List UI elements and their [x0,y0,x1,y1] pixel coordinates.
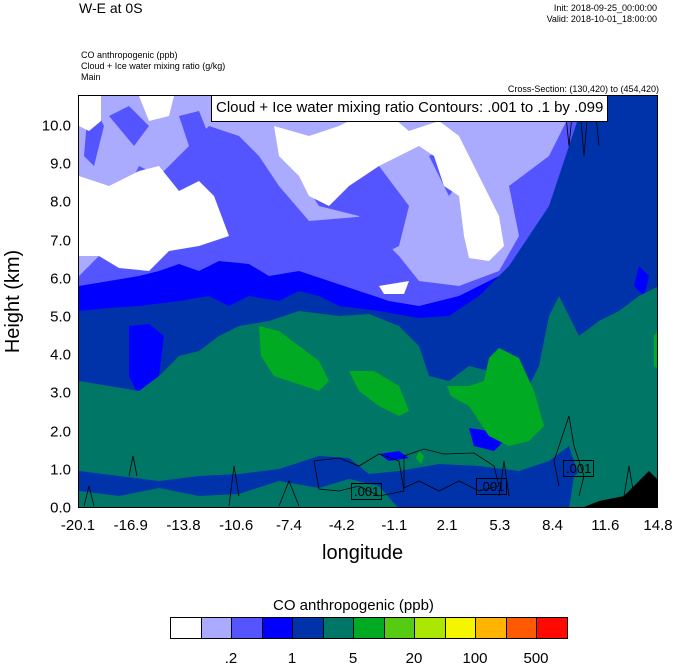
x-tick-label: 2.1 [436,517,458,534]
x-axis-label: longitude [322,542,404,564]
x-tick-label: 8.4 [542,517,563,534]
colorbar-title: CO anthropogenic (ppb) [273,597,434,614]
x-tick-label: -7.4 [275,517,302,534]
colorbar-label: 5 [348,650,358,667]
y-axis-label: Height (km) [2,249,25,354]
y-tick-label: 6.0 [50,270,71,288]
contour-label: .001 [476,478,508,495]
x-tick-label: -16.9 [113,517,148,534]
variable-cloud: Cloud + Ice water mixing ratio (g/kg) [81,61,226,71]
x-tick-label: -4.2 [328,517,355,534]
colorbar-swatch [323,618,354,638]
x-tick-label: -1.1 [381,517,408,534]
cross-section-plot [78,95,658,508]
y-tick-label: 0.0 [50,499,71,517]
variable-co: CO anthropogenic (ppb) [81,50,178,60]
variable-domain: Main [81,72,101,82]
band-co-10-20-blob1 [259,326,329,391]
colorbar-swatch [354,618,385,638]
init-time: Init: 2018-09-25_00:00:00 [553,3,657,13]
y-tick-label: 5.0 [50,308,71,326]
colorbar [170,617,568,639]
colorbar-label: 500 [523,650,549,667]
x-tick-label: 14.8 [643,517,673,534]
colorbar-label: 20 [405,650,423,667]
band-co-lt-0.2-center [79,96,504,294]
x-tick-label: -10.6 [219,517,254,534]
band-co-2-5-bottom [79,446,579,507]
band-co-10-20-blob3 [447,348,544,446]
colorbar-swatch [506,618,537,638]
y-tick-label: 10.0 [41,117,71,135]
contour-info-box: Cloud + Ice water mixing ratio Contours:… [211,95,609,122]
y-tick-label: 8.0 [50,193,71,211]
colorbar-swatch [537,618,567,638]
colorbar-label: .2 [224,650,238,667]
colorbar-swatch [232,618,263,638]
contour-label: .001 [351,483,383,500]
y-tick-label: 2.0 [50,423,71,441]
contour-field [79,96,657,507]
colorbar-swatch [201,618,232,638]
colorbar-label: 100 [462,650,488,667]
y-tick-label: 1.0 [50,461,71,479]
colorbar-swatch [262,618,293,638]
y-tick-label: 9.0 [50,155,71,173]
y-tick-label: 4.0 [50,346,71,364]
band-co-10-20-blob2 [349,371,409,416]
x-tick-label: -20.1 [60,517,96,534]
x-tick-label: 11.6 [591,517,620,534]
y-tick-label: 3.0 [50,384,71,402]
contour-label: .001 [563,460,595,477]
valid-time: Valid: 2018-10-01_18:00:00 [546,14,657,24]
cross-section-label: Cross-Section: (130,420) to (454,420) [507,84,659,94]
y-tick-label: 7.0 [50,232,71,250]
colorbar-swatch [415,618,446,638]
colorbar-swatch [384,618,415,638]
band-co-lt-0.2-left [79,166,229,271]
colorbar-swatch [171,618,202,638]
x-tick-label: 5.3 [489,517,511,534]
colorbar-swatch [293,618,324,638]
colorbar-swatch [445,618,476,638]
x-tick-label: -13.8 [166,517,201,534]
band-co-0.5-1-top [84,96,464,256]
colorbar-label: 1 [287,650,297,667]
plot-title: W-E at 0S [79,0,143,16]
colorbar-swatch [476,618,507,638]
band-co-1-2-bottom [379,428,504,461]
terrain [584,471,657,507]
